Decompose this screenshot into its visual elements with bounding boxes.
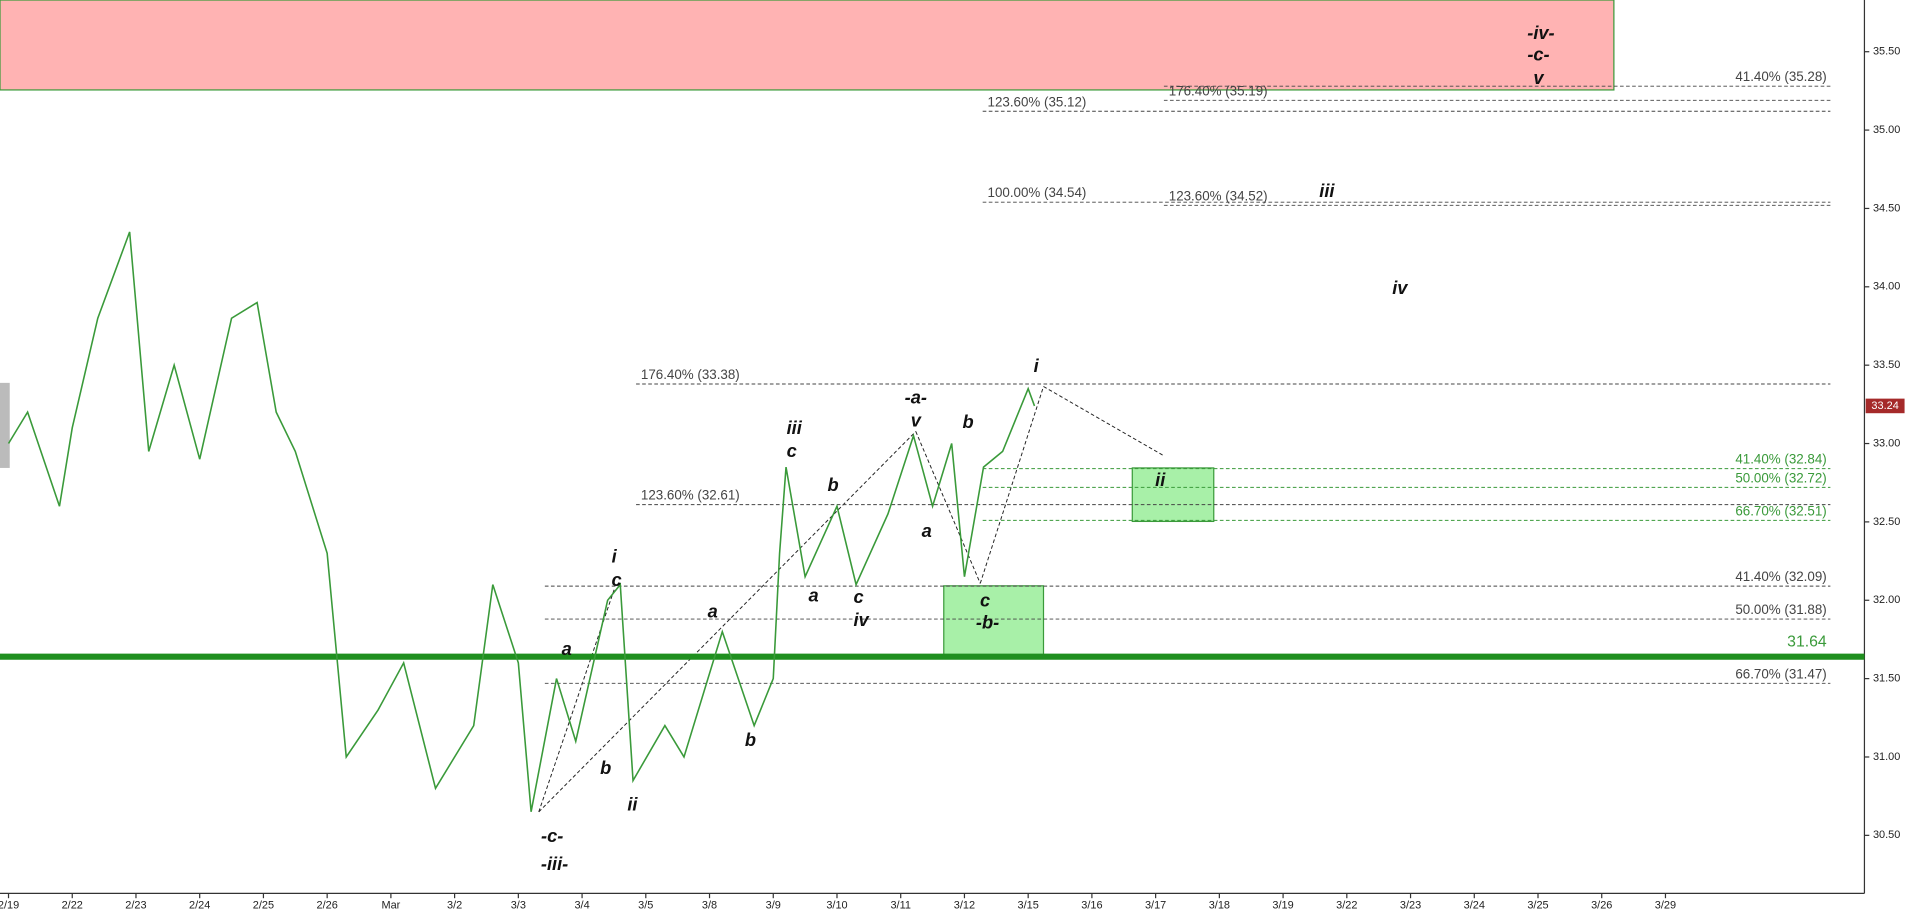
level-label: 50.00% (32.72)	[1735, 470, 1826, 485]
y-tick-label: 31.00	[1873, 751, 1900, 763]
level-label: 123.60% (34.52)	[1169, 188, 1268, 203]
x-tick-label: 3/2	[447, 899, 462, 911]
x-tick-label: 3/19	[1272, 899, 1293, 911]
level-label: 41.40% (35.28)	[1735, 69, 1826, 84]
x-tick-label: 3/23	[1400, 899, 1421, 911]
wave-label: iii	[787, 417, 803, 438]
x-tick-label: 3/8	[702, 899, 717, 911]
x-tick-label: 2/25	[253, 899, 274, 911]
y-tick-label: 33.50	[1873, 359, 1900, 371]
wave-label: b	[600, 757, 611, 778]
x-tick-label: 3/11	[890, 899, 910, 911]
level-label: 50.00% (31.88)	[1735, 602, 1826, 617]
wave-label: i	[612, 546, 618, 567]
level-label: 176.40% (35.19)	[1169, 83, 1268, 98]
x-tick-label: 2/19	[0, 899, 19, 911]
y-tick-label: 34.50	[1873, 202, 1900, 214]
x-tick-label: 2/23	[125, 899, 146, 911]
x-tick-label: 2/24	[189, 899, 210, 911]
x-tick-label: 3/4	[574, 899, 589, 911]
level-label: 123.60% (32.61)	[641, 488, 740, 503]
wave-label: b	[963, 411, 974, 432]
support-zone	[943, 585, 1045, 657]
wave-label: c	[787, 440, 797, 461]
y-tick-label: 33.00	[1873, 437, 1900, 449]
x-tick-label: 3/18	[1209, 899, 1230, 911]
y-tick-label: 32.00	[1873, 594, 1900, 606]
x-tick-label: 3/9	[766, 899, 781, 911]
x-tick-label: 3/25	[1527, 899, 1548, 911]
level-label: 100.00% (34.54)	[988, 185, 1087, 200]
wave-label: a	[562, 638, 572, 659]
level-label: 41.40% (32.09)	[1735, 569, 1826, 584]
wave-label: ii	[627, 794, 638, 815]
wave-label: v	[1533, 67, 1544, 88]
wave-label: a	[809, 585, 819, 606]
wave-label: c	[612, 569, 622, 590]
y-tick-label: 32.50	[1873, 516, 1900, 528]
wave-label: i	[1034, 355, 1040, 376]
x-tick-label: 3/12	[954, 899, 975, 911]
wave-label: ii	[1155, 469, 1166, 490]
wave-label: c	[854, 586, 864, 607]
x-tick-label: 3/17	[1145, 899, 1166, 911]
y-tick-label: 35.00	[1873, 124, 1900, 136]
wave-label: a	[708, 600, 718, 621]
wave-label: -a-	[905, 386, 927, 407]
x-tick-label: 3/15	[1018, 899, 1039, 911]
x-tick-label: 3/22	[1336, 899, 1357, 911]
wave-label: b	[745, 729, 756, 750]
wave-label: v	[911, 410, 922, 431]
y-tick-label: 31.50	[1873, 673, 1900, 685]
x-tick-label: 3/5	[638, 899, 653, 911]
x-tick-label: 3/24	[1464, 899, 1485, 911]
x-tick-label: 2/26	[317, 899, 338, 911]
x-tick-label: 3/26	[1591, 899, 1612, 911]
level-label: 66.70% (32.51)	[1735, 503, 1826, 518]
wave-label: -iv-	[1527, 22, 1554, 43]
last-price-box	[1865, 398, 1905, 414]
wave-label: -c-	[541, 825, 563, 846]
wave-label: -b-	[976, 611, 999, 632]
y-tick-label: 35.50	[1873, 46, 1900, 58]
x-tick-label: 3/16	[1081, 899, 1102, 911]
level-label: 41.40% (32.84)	[1735, 452, 1826, 467]
wave-label: c	[980, 589, 990, 610]
resistance-zone	[0, 0, 1615, 91]
wave-label: iv	[1392, 277, 1408, 298]
level-label: 66.70% (31.47)	[1735, 666, 1826, 681]
target-zone	[1131, 467, 1215, 523]
last-price-label: 33.24	[1871, 400, 1898, 412]
wave-label: -iii-	[541, 853, 568, 874]
support-label: 31.64	[1787, 633, 1827, 650]
x-tick-label: Mar	[381, 899, 400, 911]
level-label: 176.40% (33.38)	[641, 367, 740, 382]
wave-label: iii	[1319, 180, 1335, 201]
x-tick-label: 2/22	[62, 899, 83, 911]
y-tick-label: 30.50	[1873, 829, 1900, 841]
y-tick-label: 34.00	[1873, 281, 1900, 293]
side-tab	[0, 382, 10, 468]
level-label: 123.60% (35.12)	[988, 94, 1087, 109]
wave-label: a	[922, 520, 932, 541]
wave-label: b	[828, 474, 839, 495]
wave-lines	[538, 386, 1165, 813]
wave-label: iv	[853, 609, 869, 630]
x-tick-label: 3/3	[511, 899, 526, 911]
price-line	[7, 231, 1036, 812]
wave-label: -c-	[1527, 44, 1549, 65]
x-tick-label: 3/29	[1655, 899, 1676, 911]
x-tick-label: 3/10	[826, 899, 847, 911]
